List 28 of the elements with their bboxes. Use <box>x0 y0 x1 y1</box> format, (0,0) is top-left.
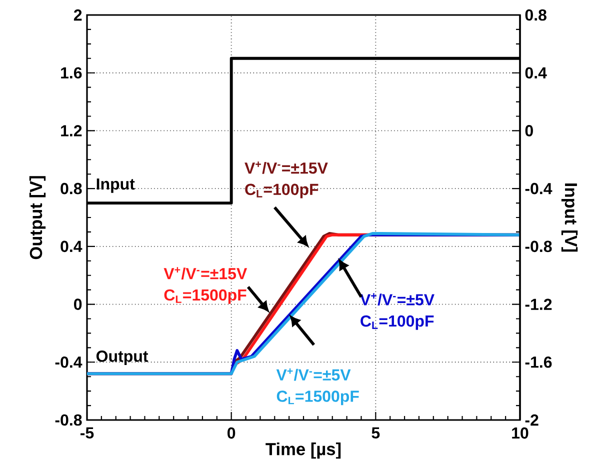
y2-tick-label: 0 <box>525 125 533 136</box>
y2-tick-label: -0.8 <box>525 240 552 252</box>
y2-tick-label: -1.6 <box>525 356 552 368</box>
y2-tick-label: -1.2 <box>525 298 552 310</box>
y2-tick-label: 0.4 <box>525 67 547 79</box>
x-tick-label: -5 <box>80 427 94 439</box>
y-tick-label: 0 <box>74 298 82 310</box>
y2-tick-label: -2 <box>525 414 538 426</box>
text: V$^{+}$/V$^{-}$=±15V C$_{L}$=1500pF <box>164 267 248 304</box>
y-axis-title: Output [V] <box>29 176 46 260</box>
y-tick-label: 1.2 <box>61 125 82 136</box>
y2-tick-label: 0.8 <box>525 9 546 21</box>
y-tick-label: -0.8 <box>55 414 82 426</box>
text: V$^{+}$/V$^{-}$=±5V C$_{L}$=1500pF <box>276 368 359 406</box>
x-tick-label: 10 <box>512 427 528 439</box>
series-label: Input <box>96 178 135 193</box>
y-tick-label: 2 <box>74 9 82 21</box>
annotation: Output <box>96 350 148 366</box>
y-tick-label: 1.6 <box>61 67 82 79</box>
y2-axis-title: Input [V] <box>561 184 578 252</box>
y-tick-label: 0.8 <box>60 182 82 194</box>
y2-tick-label: -0.4 <box>525 182 552 194</box>
text: V$^{+}$/V$^{-}$=±15V C$_{L}$=100pF <box>244 162 328 198</box>
x-tick-label: 5 <box>372 427 380 439</box>
y-tick-label: 0.4 <box>60 240 82 252</box>
x-axis-title: Time [µs] <box>266 442 341 459</box>
x-tick-label: 0 <box>228 427 236 439</box>
y-tick-label: -0.4 <box>55 356 82 368</box>
